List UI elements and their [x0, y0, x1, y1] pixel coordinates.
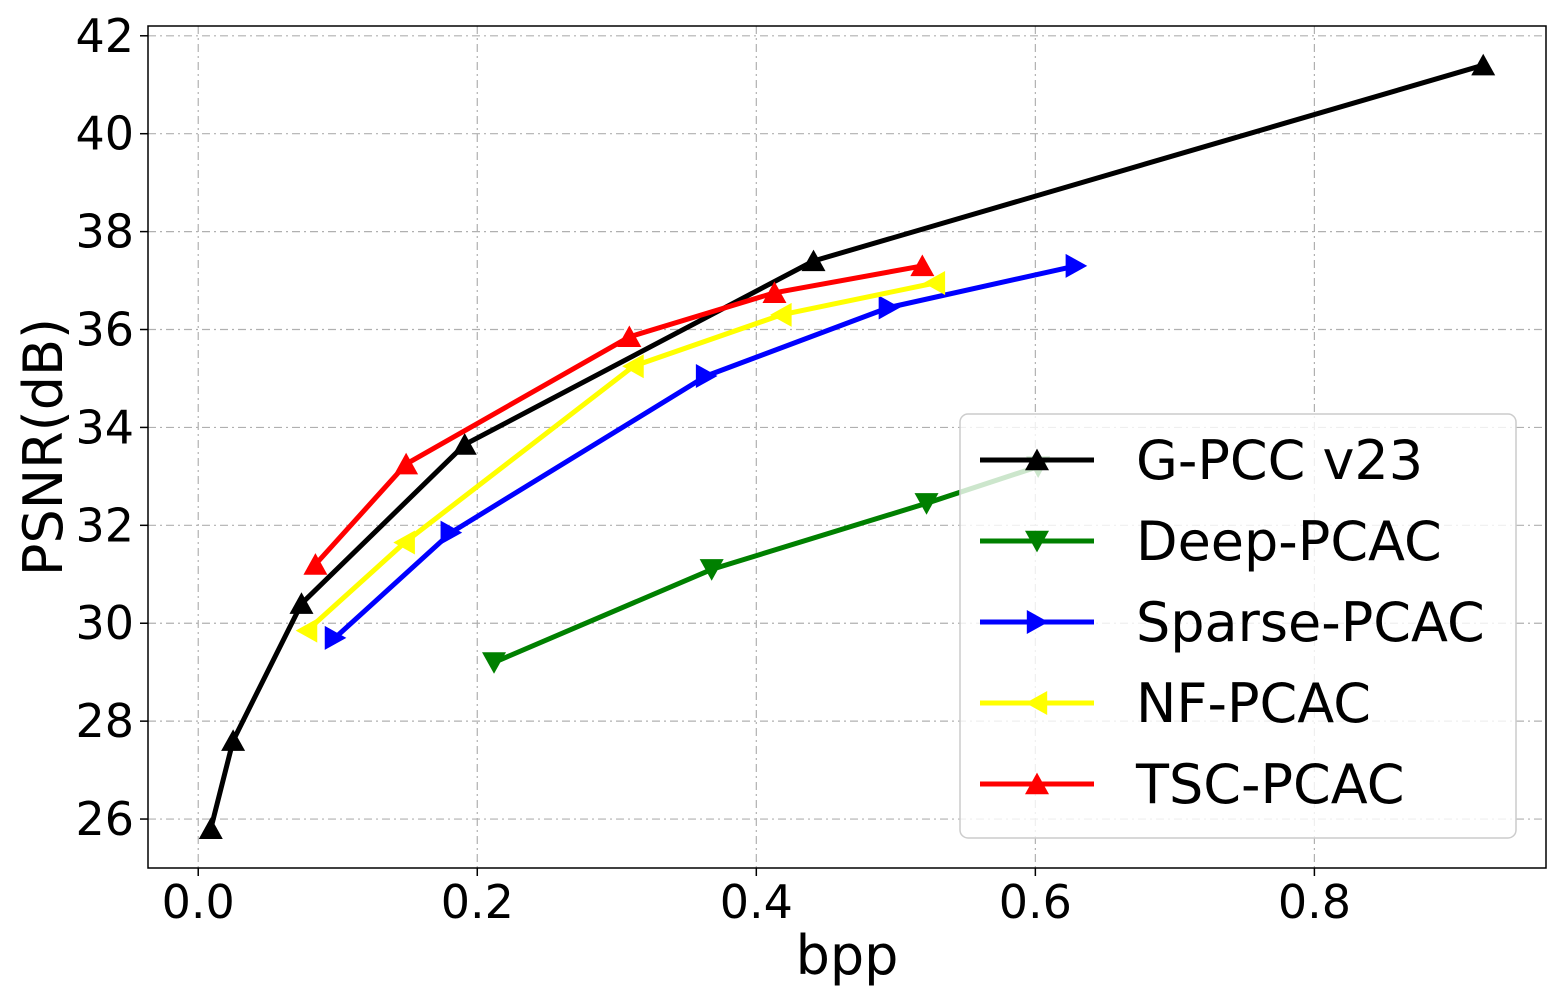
legend-label: Sparse-PCAC: [1136, 591, 1485, 654]
data-point-tsc-pcac: [303, 553, 328, 575]
data-point-nf-pcac: [770, 302, 792, 327]
legend-entry-nf-pcac: NF-PCAC: [980, 672, 1371, 735]
data-point-g-pcc-v23: [198, 817, 223, 840]
data-point-deep-pcac: [482, 652, 507, 674]
series-line-deep-pcac: [493, 464, 1039, 665]
data-point-deep-pcac: [914, 493, 939, 515]
tick-layer: 0.0 0.2 0.4 0.6 0.8 26 28 30 32 34 36 38 40 42: [75, 9, 1351, 929]
series-g-pcc-v23: [198, 53, 1496, 840]
data-point-tsc-pcac: [762, 281, 787, 303]
legend-box: [959, 413, 1517, 839]
legend-entry-g-pcc-v23: G-PCC v23: [980, 429, 1423, 492]
x-axis-label: bpp: [796, 924, 899, 987]
series-tsc-pcac: [303, 254, 935, 575]
data-point-g-pcc-v23: [1471, 53, 1496, 76]
data-point-g-pcc-v23: [452, 433, 477, 455]
data-point-nf-pcac: [393, 530, 415, 555]
data-point-sparse-pcac: [878, 295, 901, 320]
data-point-tsc-pcac: [394, 452, 419, 475]
data-point-tsc-pcac: [910, 254, 935, 277]
y-tick-label: 28: [75, 694, 134, 748]
legend-marker: [1026, 610, 1049, 634]
data-point-g-pcc-v23: [801, 249, 826, 272]
data-point-g-pcc-v23: [289, 592, 314, 614]
data-point-nf-pcac: [622, 354, 644, 379]
legend: G-PCC v23 Deep-PCAC Sparse-PCAC NF-PCAC TSC-…: [959, 413, 1517, 839]
x-tick-label: 0.4: [720, 875, 793, 929]
data-point-nf-pcac: [923, 271, 946, 296]
legend-label: Deep-PCAC: [1136, 510, 1442, 573]
data-point-sparse-pcac: [324, 625, 347, 650]
legend-entry-sparse-pcac: Sparse-PCAC: [980, 591, 1485, 654]
y-tick-label: 30: [75, 596, 134, 650]
y-tick-label: 32: [75, 498, 134, 552]
series-line-tsc-pcac: [313, 263, 923, 567]
data-point-g-pcc-v23: [221, 729, 246, 751]
legend-marker: [1025, 448, 1049, 471]
legend-marker: [1025, 772, 1049, 795]
series-line-g-pcc-v23: [208, 62, 1484, 830]
legend-label: TSC-PCAC: [1135, 753, 1404, 816]
data-point-deep-pcac: [699, 559, 724, 581]
x-tick-label: 0.0: [162, 875, 235, 929]
series-nf-pcac: [295, 271, 946, 643]
legend-label: G-PCC v23: [1136, 429, 1423, 492]
series-sparse-pcac: [324, 253, 1088, 650]
legend-entry-tsc-pcac: TSC-PCAC: [980, 753, 1404, 816]
y-tick-label: 42: [75, 9, 134, 63]
legend-marker: [1025, 691, 1048, 715]
legend-marker: [1025, 530, 1049, 553]
y-tick-label: 40: [75, 107, 134, 161]
x-tick-label: 0.6: [999, 875, 1072, 929]
data-point-tsc-pcac: [617, 325, 642, 348]
legend-entry-deep-pcac: Deep-PCAC: [980, 510, 1442, 573]
data-point-nf-pcac: [295, 618, 318, 643]
data-point-sparse-pcac: [695, 364, 718, 389]
legend-label: NF-PCAC: [1136, 672, 1371, 735]
data-point-sparse-pcac: [1065, 253, 1088, 278]
x-tick-label: 0.8: [1278, 875, 1351, 929]
data-point-sparse-pcac: [440, 520, 463, 545]
x-tick-label: 0.2: [441, 875, 514, 929]
y-axis-label: PSNR(dB): [12, 318, 75, 576]
y-tick-label: 36: [75, 303, 134, 357]
y-tick-label: 34: [75, 400, 134, 454]
y-tick-label: 38: [75, 205, 134, 259]
plot-frame: [147, 25, 1547, 869]
y-tick-label: 26: [75, 792, 134, 846]
